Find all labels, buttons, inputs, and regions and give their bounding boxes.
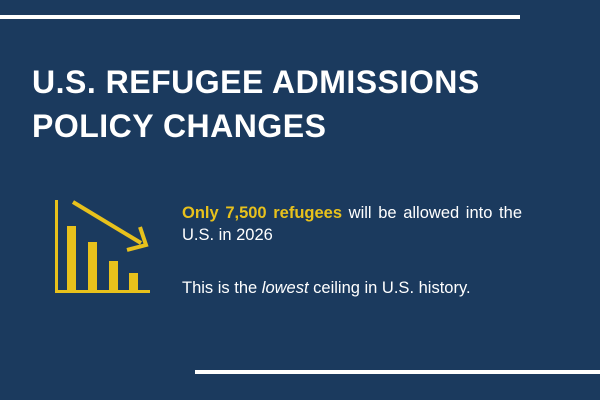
top-divider <box>0 15 520 19</box>
note-text-before: This is the <box>182 279 262 297</box>
page-title: U.S. REFUGEE ADMISSIONS POLICY CHANGES <box>32 60 480 148</box>
fact-text: will be allowed into the U.S. in 2026 <box>182 204 522 244</box>
refugee-cap-fact: Only 7,500 refugees will be allowed into… <box>182 202 522 246</box>
note-text-after: ceiling in U.S. history. <box>308 279 471 297</box>
title-line-1: U.S. REFUGEE ADMISSIONS <box>32 64 480 100</box>
note-emphasis: lowest <box>261 279 309 297</box>
declining-bar-chart-icon <box>55 200 150 293</box>
history-note: This is the lowest ceiling in U.S. histo… <box>182 277 522 299</box>
title-line-2: POLICY CHANGES <box>32 108 327 144</box>
highlight-text: Only 7,500 refugees <box>182 204 343 222</box>
bottom-divider <box>195 370 600 374</box>
